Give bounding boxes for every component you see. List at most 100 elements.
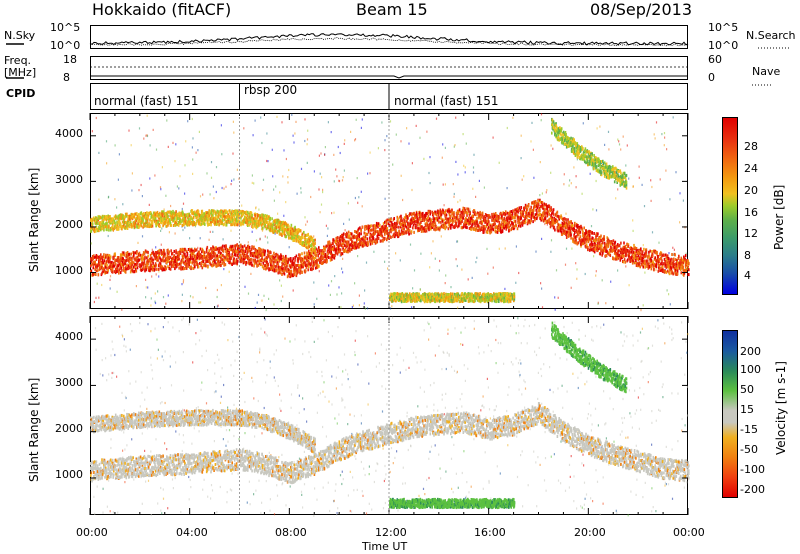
- band-echo-mark-main-echo: [526, 211, 528, 215]
- band-echo-mark-main-echo: [184, 259, 187, 263]
- scatter-echo-mark: [429, 182, 431, 185]
- scatter-echo-mark: [599, 125, 601, 128]
- scatter-echo-mark: [492, 136, 494, 139]
- band-echo-mark-main-echo: [489, 215, 491, 219]
- band-echo-mark-main-echo: [281, 267, 284, 271]
- band-echo-mark-main-echo: [443, 212, 446, 216]
- band-echo-mark-main-echo: [181, 254, 184, 258]
- band-echo-mark-main-echo: [95, 269, 98, 273]
- band-echo-mark-main-echo: [255, 248, 258, 252]
- band-echo-mark-main-echo: [593, 250, 596, 254]
- band-echo-mark-main-echo: [535, 201, 537, 205]
- band-echo-mark-main-echo: [408, 222, 411, 226]
- band-echo-mark-main-echo: [449, 210, 451, 214]
- band-echo-mark-main-echo: [539, 200, 542, 204]
- band-echo-mark-main-echo: [672, 272, 674, 276]
- band-echo-mark-main-echo: [405, 213, 407, 217]
- band-echo-mark-main-echo: [212, 254, 215, 258]
- band-echo-mark-main-echo: [618, 244, 621, 248]
- band-echo-mark-main-echo: [207, 255, 210, 259]
- band-echo-mark-main-echo: [414, 216, 417, 220]
- band-echo-mark-main-echo: [485, 224, 488, 228]
- band-echo-mark-main-echo: [447, 227, 450, 231]
- scatter-echo-mark: [209, 230, 211, 233]
- band-echo-mark-main-echo: [366, 241, 368, 245]
- band-echo-mark-main-echo: [121, 268, 123, 272]
- scatter-echo-mark: [197, 246, 199, 249]
- band-echo-mark-upper-echo: [107, 214, 109, 218]
- band-echo-mark-upper-echo: [139, 217, 142, 221]
- band-echo-mark-main-echo: [360, 229, 362, 233]
- band-echo-mark-main-echo: [541, 216, 544, 220]
- band-echo-mark-main-echo: [312, 255, 314, 259]
- scatter-echo-mark: [257, 293, 260, 296]
- band-echo-mark-main-echo: [166, 251, 169, 254]
- band-echo-mark-main-echo: [247, 246, 250, 250]
- band-echo-mark-main-echo: [570, 236, 572, 240]
- band-echo-mark-main-echo: [415, 226, 417, 230]
- scatter-echo-mark: [455, 160, 457, 163]
- band-echo-mark-main-echo: [460, 218, 462, 222]
- band-echo-mark-main-echo: [404, 222, 407, 226]
- band-echo-mark-main-echo: [634, 251, 636, 255]
- band-echo-mark-main-echo: [558, 217, 560, 221]
- band-echo-mark-main-echo: [392, 227, 394, 231]
- scatter-echo-mark: [162, 296, 165, 299]
- scatter-echo-mark: [202, 193, 204, 196]
- scatter-echo-mark: [581, 192, 583, 195]
- band-echo-mark-main-echo: [646, 262, 648, 266]
- band-echo-mark-main-echo: [460, 221, 462, 224]
- band-echo-mark-main-echo: [250, 247, 253, 251]
- band-echo-mark-main-echo: [658, 266, 660, 270]
- band-echo-mark-main-echo: [534, 218, 536, 222]
- band-echo-mark-main-echo: [432, 215, 435, 219]
- scatter-echo-mark: [116, 206, 118, 209]
- band-echo-mark-main-echo: [435, 227, 438, 231]
- scatter-echo-mark: [434, 257, 436, 260]
- scatter-echo-mark: [675, 171, 677, 174]
- scatter-echo-mark: [282, 295, 284, 298]
- band-echo-mark-main-echo: [570, 220, 572, 224]
- station-title: Hokkaido (fitACF): [92, 0, 232, 19]
- band-echo-mark-main-echo: [656, 258, 659, 261]
- band-echo-mark-main-echo: [221, 261, 223, 265]
- band-echo-mark-main-echo: [125, 258, 128, 262]
- band-echo-mark-main-echo: [536, 217, 538, 221]
- band-echo-mark-main-echo: [600, 244, 603, 248]
- band-echo-mark-main-echo: [557, 223, 560, 227]
- band-echo-mark-main-echo: [129, 256, 131, 260]
- band-echo-mark-main-echo: [339, 238, 341, 242]
- band-echo-mark-main-echo: [138, 251, 141, 255]
- band-echo-mark-main-echo: [460, 215, 463, 219]
- band-echo-mark-main-echo: [283, 272, 286, 276]
- band-echo-mark-main-echo: [654, 256, 656, 260]
- scatter-echo-mark: [672, 253, 674, 256]
- band-echo-mark-main-echo: [133, 265, 135, 269]
- band-echo-mark-main-echo: [181, 247, 184, 251]
- band-echo-mark-main-echo: [412, 219, 415, 223]
- scatter-echo-mark: [273, 199, 275, 202]
- band-echo-mark-main-echo: [542, 205, 545, 209]
- band-echo-mark-main-echo: [385, 230, 387, 233]
- band-echo-mark-main-echo: [682, 265, 684, 269]
- band-echo-mark-main-echo: [369, 228, 371, 232]
- band-echo-mark-main-echo: [651, 250, 653, 253]
- band-echo-mark-main-echo: [607, 251, 609, 255]
- band-echo-mark-main-echo: [159, 251, 161, 255]
- band-echo-mark-main-echo: [189, 260, 192, 264]
- band-echo-mark-main-echo: [633, 247, 635, 251]
- band-echo-mark-main-echo: [242, 245, 244, 249]
- band-echo-mark-main-echo: [243, 244, 246, 248]
- scatter-echo-mark: [429, 156, 431, 159]
- band-echo-mark-main-echo: [329, 242, 331, 246]
- band-echo-mark-main-echo: [164, 252, 166, 256]
- scatter-echo-mark: [338, 286, 340, 289]
- band-echo-mark-main-echo: [195, 248, 198, 252]
- band-echo-mark-main-echo: [432, 222, 435, 226]
- band-echo-mark-main-echo: [468, 213, 471, 217]
- band-echo-mark-main-echo: [671, 253, 673, 256]
- band-echo-mark-main-echo: [241, 258, 243, 262]
- band-echo-mark-main-echo: [569, 229, 572, 233]
- scatter-echo-mark: [221, 186, 223, 190]
- scatter-echo-mark: [638, 165, 640, 168]
